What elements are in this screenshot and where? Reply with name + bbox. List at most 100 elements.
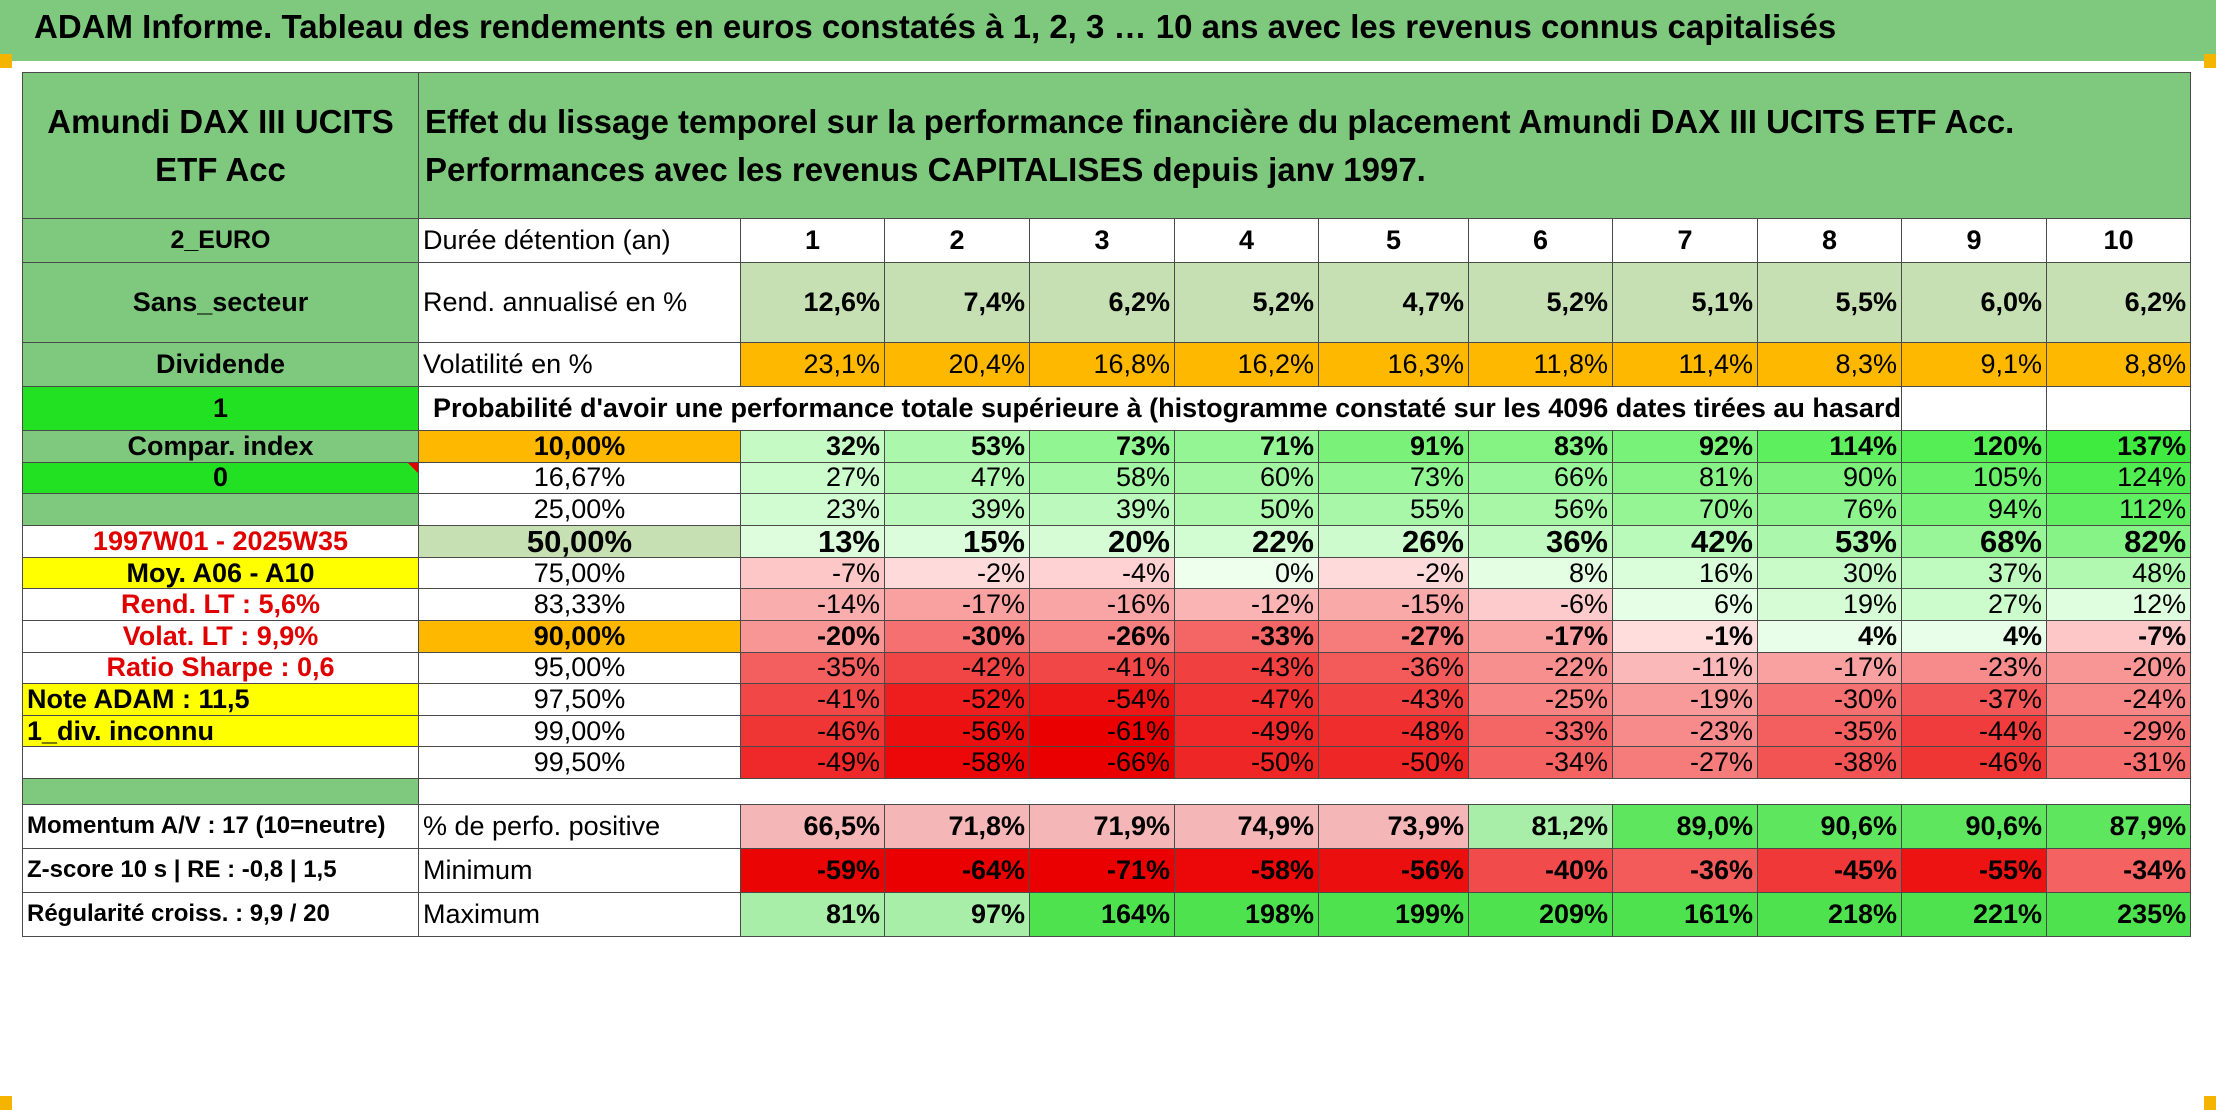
- adam-note-label: Note ADAM : 11,5: [22, 683, 419, 716]
- empty-cell: [1901, 386, 2047, 431]
- flag-one: 1: [22, 386, 419, 431]
- quantile-value: 6%: [1612, 588, 1758, 621]
- quantile-value: -6%: [1468, 588, 1613, 621]
- stat-value: 81%: [740, 891, 885, 937]
- stat-value: -64%: [884, 847, 1030, 893]
- holding-period-label: Durée détention (an): [418, 218, 741, 263]
- rend-lt-label: Rend. LT : 5,6%: [22, 588, 419, 621]
- volatility-value: 9,1%: [1901, 342, 2047, 387]
- quantile-value: -17%: [1468, 619, 1613, 653]
- quantile-value: 53%: [1757, 524, 1902, 558]
- annualized-return-value: 4,7%: [1318, 262, 1469, 343]
- stat-value: 199%: [1318, 891, 1469, 937]
- quantile-value: -31%: [2045, 746, 2192, 779]
- quantile-value: -41%: [1029, 651, 1175, 685]
- quantile-value: -46%: [1901, 746, 2047, 779]
- quantile-value: -50%: [1174, 746, 1319, 779]
- stat-value: 235%: [2045, 891, 2192, 937]
- year-header: 9: [1901, 218, 2047, 263]
- quantile-threshold: 16,67%: [418, 461, 741, 495]
- annualized-return-value: 5,1%: [1612, 262, 1758, 343]
- income-type-label: Dividende: [22, 342, 419, 387]
- stat-value: -40%: [1468, 847, 1613, 893]
- quantile-value: 0%: [1174, 556, 1319, 590]
- quantile-value: -22%: [1468, 651, 1613, 685]
- quantile-value: 112%: [2045, 493, 2192, 526]
- volatility-value: 8,8%: [2045, 342, 2192, 387]
- year-header: 4: [1174, 218, 1319, 263]
- quantile-value: 137%: [2045, 430, 2192, 463]
- quantile-value: -11%: [1612, 651, 1758, 685]
- quantile-value: -20%: [2045, 651, 2192, 685]
- quantile-value: -2%: [884, 556, 1030, 590]
- quantile-value: -7%: [2045, 619, 2192, 653]
- quantile-value: 37%: [1901, 556, 2047, 590]
- annualized-return-value: 5,2%: [1174, 262, 1319, 343]
- year-header: 7: [1612, 218, 1758, 263]
- quantile-value: -29%: [2045, 714, 2192, 748]
- stat-value: 221%: [1901, 891, 2047, 937]
- year-header: 8: [1757, 218, 1902, 263]
- annualized-return-value: 7,4%: [884, 262, 1030, 343]
- stat-value: -56%: [1318, 847, 1469, 893]
- stat-value: -59%: [740, 847, 885, 893]
- compar-index-label: Compar. index: [22, 430, 419, 463]
- quantile-value: 55%: [1318, 493, 1469, 526]
- quantile-value: 23%: [740, 493, 885, 526]
- volat-lt-label: Volat. LT : 9,9%: [22, 619, 419, 653]
- quantile-value: -20%: [740, 619, 885, 653]
- quantile-value: -33%: [1468, 714, 1613, 748]
- quantile-value: 4%: [1757, 619, 1902, 653]
- volatility-value: 16,2%: [1174, 342, 1319, 387]
- corner-marker-left: [0, 54, 12, 68]
- quantile-value: 20%: [1029, 524, 1175, 558]
- stat-value: 89,0%: [1612, 803, 1758, 849]
- quantile-value: -52%: [884, 683, 1030, 716]
- fund-description: Effet du lissage temporel sur la perform…: [417, 72, 2192, 219]
- quantile-threshold: 25,00%: [418, 493, 741, 526]
- year-header: 1: [740, 218, 885, 263]
- momentum-label: Momentum A/V : 17 (10=neutre): [22, 803, 419, 849]
- quantile-threshold: 99,50%: [418, 746, 741, 779]
- quantile-value: -56%: [884, 714, 1030, 748]
- quantile-value: -48%: [1318, 714, 1469, 748]
- corner-marker-bottom-right: [2204, 1096, 2216, 1110]
- corner-marker-right: [2204, 54, 2216, 68]
- quantile-value: -30%: [884, 619, 1030, 653]
- volatility-value: 16,8%: [1029, 342, 1175, 387]
- quantile-value: 90%: [1757, 461, 1902, 495]
- year-header: 3: [1029, 218, 1175, 263]
- quantile-value: 114%: [1757, 430, 1902, 463]
- quantile-value: -35%: [1757, 714, 1902, 748]
- volatility-value: 11,8%: [1468, 342, 1613, 387]
- quantile-value: -19%: [1612, 683, 1758, 716]
- quantile-value: -61%: [1029, 714, 1175, 748]
- quantile-value: -42%: [884, 651, 1030, 685]
- quantile-threshold: 75,00%: [418, 556, 741, 590]
- quantile-value: 68%: [1901, 524, 2047, 558]
- title-bar: ADAM Informe. Tableau des rendements en …: [0, 0, 2216, 61]
- quantile-value: -15%: [1318, 588, 1469, 621]
- quantile-value: 19%: [1757, 588, 1902, 621]
- stat-value: 73,9%: [1318, 803, 1469, 849]
- quantile-value: 58%: [1029, 461, 1175, 495]
- quantile-value: -47%: [1174, 683, 1319, 716]
- stat-value: 97%: [884, 891, 1030, 937]
- dividend-unknown-label: 1_div. inconnu: [22, 714, 419, 748]
- stat-value: 161%: [1612, 891, 1758, 937]
- quantile-value: -49%: [1174, 714, 1319, 748]
- quantile-value: -37%: [1901, 683, 2047, 716]
- year-header: 6: [1468, 218, 1613, 263]
- quantile-value: 70%: [1612, 493, 1758, 526]
- quantile-value: -2%: [1318, 556, 1469, 590]
- report-title: ADAM Informe. Tableau des rendements en …: [34, 8, 1837, 45]
- stat-value: 218%: [1757, 891, 1902, 937]
- quantile-value: -16%: [1029, 588, 1175, 621]
- quantile-value: -35%: [740, 651, 885, 685]
- quantile-value: 50%: [1174, 493, 1319, 526]
- stat-value: 198%: [1174, 891, 1319, 937]
- stat-value: 66,5%: [740, 803, 885, 849]
- blank-green-cell: [22, 777, 419, 805]
- quantile-value: 39%: [884, 493, 1030, 526]
- quantile-value: 91%: [1318, 430, 1469, 463]
